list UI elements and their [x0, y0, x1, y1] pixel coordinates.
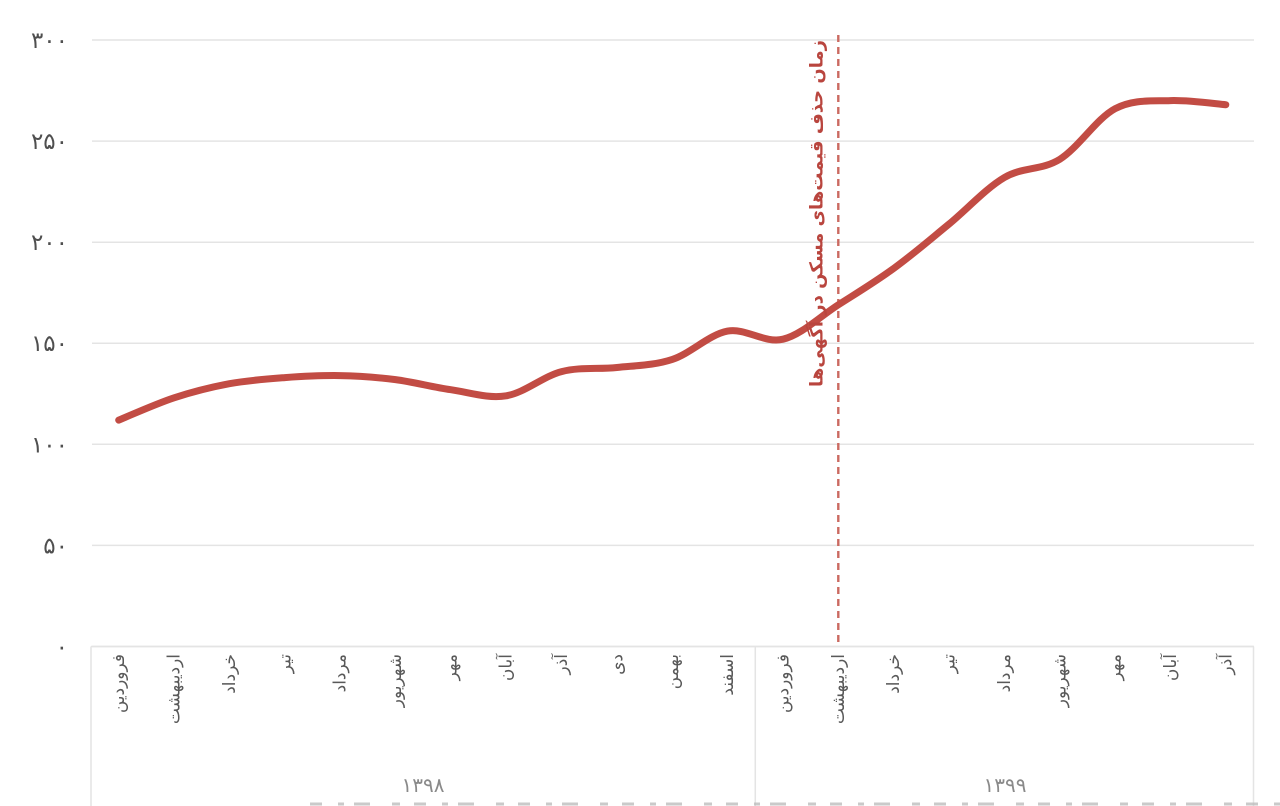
x-tick-label: آبان	[1159, 653, 1181, 681]
x-tick-label: آبان	[495, 653, 517, 681]
x-tick-label: بهمن	[663, 654, 683, 689]
price-trend-line	[115, 97, 1230, 424]
x-tick-label: خرداد	[220, 654, 240, 694]
x-tick-label: مرداد	[331, 654, 351, 692]
x-tick-label: آذر	[1214, 653, 1236, 676]
y-tick-label: ۲۵۰	[31, 129, 68, 155]
year-label-1398: ۱۳۹۸	[402, 773, 445, 797]
year-label-1399: ۱۳۹۹	[984, 773, 1027, 797]
x-tick-label: مهر	[441, 654, 461, 681]
y-tick-label: ۰	[56, 635, 68, 661]
x-tick-label: دی	[607, 654, 627, 675]
x-tick-label: اردیبهشت	[165, 654, 185, 724]
x-tick-label: تیر	[275, 654, 295, 675]
x-tick-label: اسفند	[718, 654, 738, 696]
y-axis-labels-group: ۰ ۵۰ ۱۰۰ ۱۵۰ ۲۰۰ ۲۵۰ ۳۰۰	[31, 28, 68, 661]
y-tick-label: ۱۰۰	[31, 432, 68, 458]
x-tick-label: فروردین	[774, 654, 794, 713]
y-tick-label: ۳۰۰	[31, 28, 68, 54]
x-tick-label: اردیبهشت	[829, 654, 849, 724]
x-tick-label: فروردین	[109, 654, 129, 713]
x-tick-label: آذر	[550, 653, 572, 676]
x-tick-label: شهریور	[1050, 654, 1070, 708]
annotation-label: زمان حذف قیمت‌های مسکن در آگهی‌ها	[804, 40, 827, 387]
x-axis-group: فروردین اردیبهشت خرداد تیر مرداد شهریور مهر آبا…	[90, 645, 1255, 806]
y-tick-label: ۵۰	[43, 533, 68, 559]
y-tick-label: ۱۵۰	[31, 331, 68, 357]
x-tick-label: تیر	[940, 654, 960, 675]
x-tick-label: مرداد	[995, 654, 1015, 692]
x-tick-label: خرداد	[884, 654, 904, 694]
gridlines-group	[92, 39, 1254, 648]
x-tick-label: شهریور	[386, 654, 406, 708]
x-tick-label: مهر	[1106, 654, 1126, 681]
y-tick-label: ۲۰۰	[31, 230, 68, 256]
